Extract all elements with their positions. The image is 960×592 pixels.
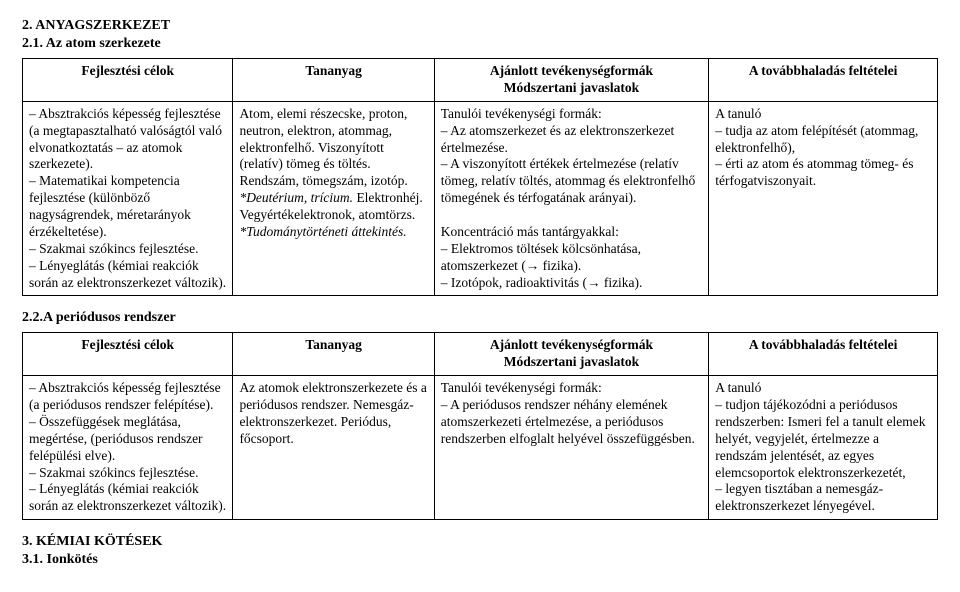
col-header-activities-line2: Módszertani javaslatok — [504, 354, 639, 369]
cell-material-text: Atom, elemi részecske, proton, neutron, … — [239, 106, 427, 241]
col-header-activities-line2: Módszertani javaslatok — [504, 80, 639, 95]
cell-goals: – Absztrakciós képesség fejlesztése (a m… — [23, 101, 233, 296]
cell-goals-text: – Absztrakciós képesség fejlesztése (a m… — [29, 106, 226, 292]
col-header-goals: Fejlesztési célok — [23, 333, 233, 376]
table-row: – Absztrakciós képesség fejlesztése (a m… — [23, 101, 938, 296]
col-header-activities: Ajánlott tevékenységformák Módszertani j… — [434, 59, 709, 102]
cell-progress-text: A tanuló– tudjon tájékozódni a perióduso… — [715, 380, 931, 515]
table-header-row: Fejlesztési célok Tananyag Ajánlott tevé… — [23, 333, 938, 376]
cell-activities: Tanulói tevékenységi formák:– Az atomsze… — [434, 101, 709, 296]
cell-material: Atom, elemi részecske, proton, neutron, … — [233, 101, 434, 296]
cell-material-italic-2: *Tudománytörténeti áttekintés. — [239, 224, 406, 239]
col-header-material: Tananyag — [233, 333, 434, 376]
cell-progress: A tanuló– tudja az atom felépítését (ato… — [709, 101, 938, 296]
col-header-activities-line1: Ajánlott tevékenységformák — [490, 63, 653, 78]
col-header-progress: A továbbhaladás feltételei — [709, 59, 938, 102]
cell-progress: A tanuló– tudjon tájékozódni a perióduso… — [709, 376, 938, 520]
col-header-goals: Fejlesztési célok — [23, 59, 233, 102]
curriculum-table-1: Fejlesztési célok Tananyag Ajánlott tevé… — [22, 58, 938, 296]
section-subheading-3: 3.1. Ionkötés — [22, 552, 938, 568]
cell-material-part-a: Atom, elemi részecske, proton, neutron, … — [239, 106, 407, 189]
curriculum-table-2: Fejlesztési célok Tananyag Ajánlott tevé… — [22, 332, 938, 520]
cell-activities-text: Tanulói tevékenységi formák:– Az atomsze… — [441, 106, 703, 292]
section-subheading-1: 2.1. Az atom szerkezete — [22, 36, 938, 52]
cell-material-text: Az atomok elektronszerkezete és a periód… — [239, 380, 427, 448]
cell-material: Az atomok elektronszerkezete és a periód… — [233, 376, 434, 520]
col-header-activities: Ajánlott tevékenységformák Módszertani j… — [434, 333, 709, 376]
section-subheading-2: 2.2.A periódusos rendszer — [22, 310, 938, 326]
cell-progress-text: A tanuló– tudja az atom felépítését (ato… — [715, 106, 931, 190]
section-heading-1: 2. ANYAGSZERKEZET — [22, 18, 938, 34]
col-header-activities-line1: Ajánlott tevékenységformák — [490, 337, 653, 352]
cell-activities-text: Tanulói tevékenységi formák:– A periódus… — [441, 380, 703, 448]
cell-goals: – Absztrakciós képesség fejlesztése (a p… — [23, 376, 233, 520]
table-header-row: Fejlesztési célok Tananyag Ajánlott tevé… — [23, 59, 938, 102]
cell-material-italic-1: *Deutérium, trícium. — [239, 190, 353, 205]
section-heading-3: 3. KÉMIAI KÖTÉSEK — [22, 534, 938, 550]
cell-goals-text: – Absztrakciós képesség fejlesztése (a p… — [29, 380, 226, 515]
col-header-progress: A továbbhaladás feltételei — [709, 333, 938, 376]
table-row: – Absztrakciós képesség fejlesztése (a p… — [23, 376, 938, 520]
cell-activities: Tanulói tevékenységi formák:– A periódus… — [434, 376, 709, 520]
col-header-material: Tananyag — [233, 59, 434, 102]
